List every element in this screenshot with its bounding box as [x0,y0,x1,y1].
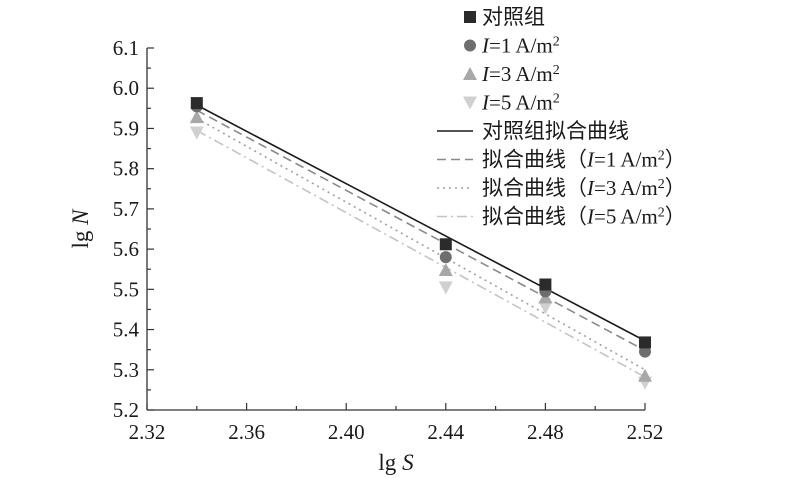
y-tick-label: 5.5 [113,277,139,301]
data-point [438,281,453,295]
y-tick-label: 5.2 [113,398,139,422]
y-axis-title: lg N [68,208,93,249]
y-tick-label: 6.1 [113,36,139,60]
data-point [639,345,651,358]
legend-marker [463,67,477,80]
y-tick-label: 6.0 [113,76,139,100]
y-tick-label: 5.3 [113,358,139,382]
legend-label: 对照组拟合曲线 [482,119,629,143]
fit-line [196,104,646,342]
legend-label: I=3 A/m2 [481,62,560,86]
fit-lines [196,104,646,378]
legend: 对照组 I=1 A/m2 I=3 A/m2 I=5 A/m2 对照组拟合曲线拟合曲线（I… [437,5,686,229]
y-tick-label: 5.8 [113,157,139,181]
legend-marker [464,39,476,52]
x-tick-label: 2.32 [129,420,166,444]
legend-label: I=5 A/m2 [481,91,560,115]
legend-marker [463,96,477,110]
legend-label: I=1 A/m2 [481,34,560,58]
data-point [539,278,552,291]
y-tick-label: 5.4 [113,318,140,342]
x-tick-label: 2.40 [328,420,365,444]
legend-label: 对照组 [482,5,545,29]
data-point [638,368,652,382]
fit-line [196,129,646,378]
legend-label: 拟合曲线（I=1 A/m2） [482,148,686,172]
axes: 2.32 2.36 2.40 2.44 2.48 2.52 5.2 5.3 5.4 5.5 5.6 5… [113,36,664,444]
y-tick-label: 5.9 [113,116,139,140]
x-tick-label: 2.48 [527,420,564,444]
x-axis-title: lg S [378,450,414,475]
data-point [189,126,204,140]
y-tick-label: 5.6 [113,237,139,261]
data-point [438,263,453,277]
x-tick-label: 2.36 [228,420,265,444]
data-point [190,97,203,110]
data-point [439,251,452,264]
data-point [639,336,651,349]
fit-line [196,117,646,371]
legend-label: 拟合曲线（I=5 A/m2） [482,205,686,229]
data-point [439,238,452,251]
data-point [189,110,204,124]
legend-marker [464,11,476,23]
x-tick-label: 2.44 [427,420,464,444]
legend-label: 拟合曲线（I=3 A/m2） [482,176,686,200]
data-point [538,301,553,315]
data-points [189,97,652,390]
x-tick-label: 2.52 [627,420,664,444]
y-tick-label: 5.7 [113,197,139,221]
fit-line [196,109,646,352]
